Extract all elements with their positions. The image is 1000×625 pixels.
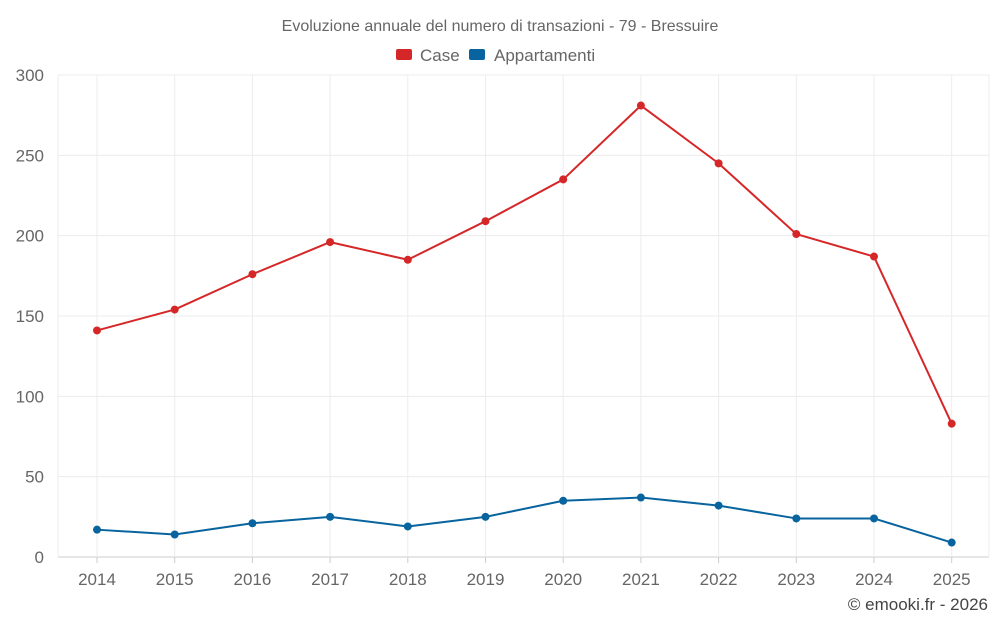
x-tick-label: 2022 — [700, 570, 738, 589]
y-tick-label: 100 — [16, 387, 44, 406]
data-point-case[interactable] — [481, 217, 490, 226]
data-point-case[interactable] — [870, 252, 878, 261]
legend: Case Appartamenti — [396, 46, 595, 65]
x-axis: 2014 2015 2016 2017 2018 2019 2020 2021 2022 2023… — [78, 557, 971, 589]
data-point-case[interactable] — [326, 238, 335, 247]
y-tick-label: 300 — [16, 66, 44, 85]
data-point-case[interactable] — [403, 255, 412, 264]
x-tick-label: 2015 — [156, 570, 194, 589]
y-tick-label: 200 — [16, 227, 44, 246]
x-tick-label: 2017 — [311, 570, 349, 589]
data-point-case[interactable] — [93, 326, 101, 335]
data-point-case[interactable] — [792, 230, 801, 239]
data-point-appartamenti[interactable] — [248, 519, 257, 528]
data-point-appartamenti[interactable] — [93, 525, 101, 534]
series-line-appartamenti — [96, 496, 952, 544]
chart-title: Evoluzione annuale del numero di transaz… — [282, 18, 719, 35]
data-point-case[interactable] — [636, 101, 645, 110]
data-point-appartamenti[interactable] — [559, 496, 568, 505]
x-tick-label: 2025 — [933, 570, 971, 589]
y-tick-label: 150 — [16, 307, 44, 326]
x-tick-label: 2021 — [622, 570, 660, 589]
x-tick-label: 2019 — [467, 570, 505, 589]
data-point-case[interactable] — [170, 305, 179, 314]
legend-swatch-case — [396, 49, 412, 60]
data-point-case[interactable] — [248, 270, 257, 279]
data-point-appartamenti[interactable] — [714, 501, 723, 510]
data-point-appartamenti[interactable] — [947, 538, 956, 547]
series-case — [93, 101, 956, 428]
data-point-case[interactable] — [947, 419, 956, 428]
data-point-appartamenti[interactable] — [403, 522, 412, 531]
x-tick-label: 2014 — [78, 570, 116, 589]
credit-text: © emooki.fr - 2026 — [848, 595, 988, 614]
data-point-appartamenti[interactable] — [636, 493, 645, 502]
data-point-appartamenti[interactable] — [326, 512, 335, 521]
x-tick-label: 2016 — [233, 570, 271, 589]
data-point-appartamenti[interactable] — [870, 514, 878, 523]
data-point-case[interactable] — [559, 175, 568, 184]
x-tick-label: 2018 — [389, 570, 427, 589]
y-tick-label: 250 — [16, 146, 44, 165]
y-tick-label: 50 — [25, 468, 44, 487]
x-tick-label: 2024 — [855, 570, 893, 589]
legend-label-appartamenti[interactable]: Appartamenti — [494, 46, 595, 65]
x-tick-label: 2023 — [777, 570, 815, 589]
y-axis: 0 50 100 150 200 250 300 — [16, 66, 44, 567]
x-tick-label: 2020 — [544, 570, 582, 589]
legend-label-case[interactable]: Case — [420, 46, 460, 65]
data-point-case[interactable] — [714, 159, 723, 168]
data-point-appartamenti[interactable] — [170, 530, 179, 539]
data-point-appartamenti[interactable] — [792, 514, 801, 523]
series-appartamenti — [93, 493, 956, 547]
series-layer — [93, 101, 956, 547]
grid-layer — [57, 74, 990, 558]
series-line-case — [96, 104, 953, 425]
y-tick-label: 0 — [35, 548, 44, 567]
legend-swatch-appartamenti — [469, 49, 485, 60]
data-point-appartamenti[interactable] — [481, 512, 490, 521]
